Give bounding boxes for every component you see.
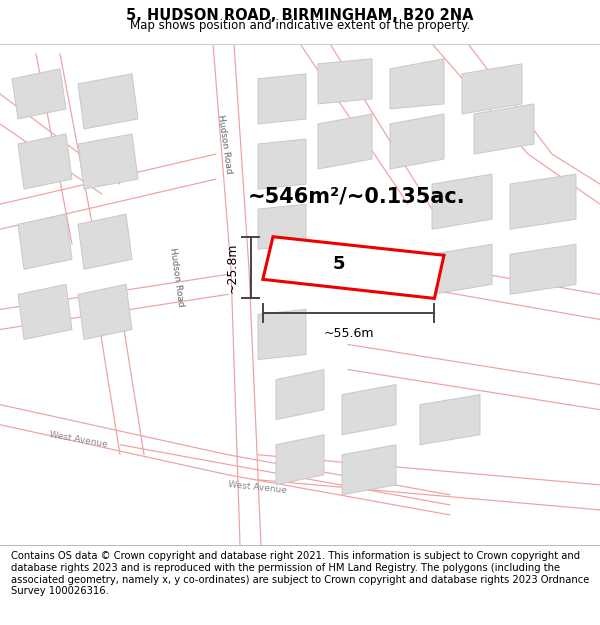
Polygon shape: [390, 59, 444, 109]
Text: West Avenue: West Avenue: [48, 430, 108, 449]
Text: ~25.8m: ~25.8m: [226, 242, 239, 292]
Text: Contains OS data © Crown copyright and database right 2021. This information is : Contains OS data © Crown copyright and d…: [11, 551, 589, 596]
Polygon shape: [462, 64, 522, 114]
Polygon shape: [342, 384, 396, 435]
Text: Hudson Road: Hudson Road: [216, 114, 233, 174]
Polygon shape: [263, 237, 444, 298]
Polygon shape: [432, 244, 492, 294]
Polygon shape: [342, 445, 396, 495]
Polygon shape: [258, 139, 306, 189]
Polygon shape: [258, 309, 306, 359]
Polygon shape: [276, 369, 324, 420]
Polygon shape: [390, 114, 444, 169]
Polygon shape: [78, 134, 138, 189]
Text: 5, HUDSON ROAD, BIRMINGHAM, B20 2NA: 5, HUDSON ROAD, BIRMINGHAM, B20 2NA: [126, 8, 474, 23]
Polygon shape: [258, 204, 306, 249]
Polygon shape: [318, 59, 372, 104]
Text: Map shows position and indicative extent of the property.: Map shows position and indicative extent…: [130, 19, 470, 31]
Text: Hudson Road: Hudson Road: [169, 247, 185, 307]
Text: ~55.6m: ~55.6m: [323, 327, 374, 340]
Polygon shape: [18, 214, 72, 269]
Polygon shape: [276, 435, 324, 485]
Polygon shape: [318, 114, 372, 169]
Polygon shape: [78, 214, 132, 269]
Polygon shape: [258, 74, 306, 124]
Text: West Avenue: West Avenue: [228, 480, 288, 495]
Polygon shape: [510, 244, 576, 294]
Polygon shape: [78, 74, 138, 129]
Polygon shape: [432, 174, 492, 229]
Polygon shape: [510, 174, 576, 229]
Text: ~546m²/~0.135ac.: ~546m²/~0.135ac.: [248, 187, 466, 207]
Polygon shape: [18, 284, 72, 339]
Polygon shape: [78, 284, 132, 339]
Polygon shape: [474, 104, 534, 154]
Polygon shape: [12, 69, 66, 119]
Text: 5: 5: [333, 255, 345, 273]
Polygon shape: [420, 394, 480, 445]
Polygon shape: [18, 134, 72, 189]
